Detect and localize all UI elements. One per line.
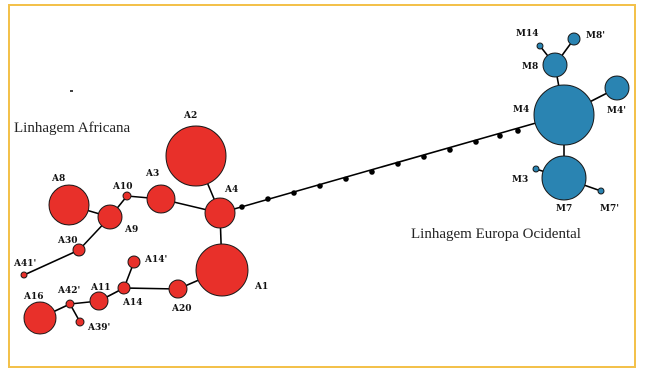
node-m8 [542, 52, 568, 78]
label-a41p: A41' [13, 259, 36, 269]
label-a11: A11 [90, 283, 111, 293]
mutation-step [291, 190, 297, 196]
node-a20 [168, 279, 188, 299]
node-a9 [97, 204, 123, 230]
node-a14p [127, 255, 141, 269]
label-a42p: A42' [57, 286, 80, 296]
label-m8p: M8' [586, 31, 605, 41]
node-a42p [65, 299, 75, 309]
node-m4p [604, 75, 630, 101]
mutation-step [343, 176, 349, 182]
label-a9: A9 [124, 225, 138, 235]
label-a8: A8 [51, 174, 65, 184]
label-a1: A1 [254, 282, 268, 292]
label-m7p: M7' [600, 204, 619, 214]
label-m8: M8 [522, 62, 538, 72]
mutation-step [265, 196, 271, 202]
mutation-step [515, 128, 521, 134]
label-a14p: A14' [144, 255, 167, 265]
mutation-step [317, 183, 323, 189]
node-m3 [532, 165, 540, 173]
label-m4: M4 [513, 105, 529, 115]
node-m7p [597, 187, 605, 195]
label-a14: A14 [122, 298, 143, 308]
mutation-step [447, 147, 453, 153]
label-a39p: A39' [87, 323, 110, 333]
node-a1 [195, 243, 249, 297]
haplotype-labels: A2 A4 A3 A10 A8 A9 A30 A41' A1 A14' A14 … [13, 29, 626, 333]
edge-a30-a41p [23, 249, 80, 276]
mutation-step [395, 161, 401, 167]
node-m7 [541, 155, 587, 201]
node-m4 [533, 84, 595, 146]
label-m4p: M4' [607, 106, 626, 116]
node-a11 [89, 291, 109, 311]
node-a41p [20, 271, 28, 279]
mutation-step [497, 133, 503, 139]
label-a16: A16 [23, 292, 44, 302]
stray-mark [70, 90, 73, 92]
label-m3: M3 [512, 175, 528, 185]
node-a16 [23, 301, 57, 335]
node-a10 [122, 191, 132, 201]
node-a39p [75, 317, 85, 327]
mutation-step [421, 154, 427, 160]
mutation-step [369, 169, 375, 175]
label-m14: M14 [516, 29, 539, 39]
node-a14 [117, 281, 131, 295]
label-m7: M7 [556, 204, 572, 214]
label-a30: A30 [57, 236, 78, 246]
lineage-label-african: Linhagem Africana [14, 120, 131, 136]
label-a10: A10 [112, 182, 133, 192]
european-nodes [532, 32, 630, 201]
label-a3: A3 [145, 169, 159, 179]
mutation-steps [239, 128, 521, 210]
edge-a4-m4 [219, 114, 565, 214]
mutation-step [239, 204, 245, 210]
node-m14 [536, 42, 544, 50]
node-a30 [72, 243, 86, 257]
node-a2 [165, 125, 227, 187]
node-a3 [146, 184, 176, 214]
label-a4: A4 [224, 185, 238, 195]
mutation-step [473, 139, 479, 145]
lineage-label-european: Linhagem Europa Ocidental [411, 226, 581, 242]
label-a20: A20 [171, 304, 192, 314]
node-a4 [204, 197, 236, 229]
label-a2: A2 [183, 111, 197, 121]
node-a8 [48, 184, 90, 226]
node-m8p [567, 32, 581, 46]
african-nodes [20, 125, 249, 335]
